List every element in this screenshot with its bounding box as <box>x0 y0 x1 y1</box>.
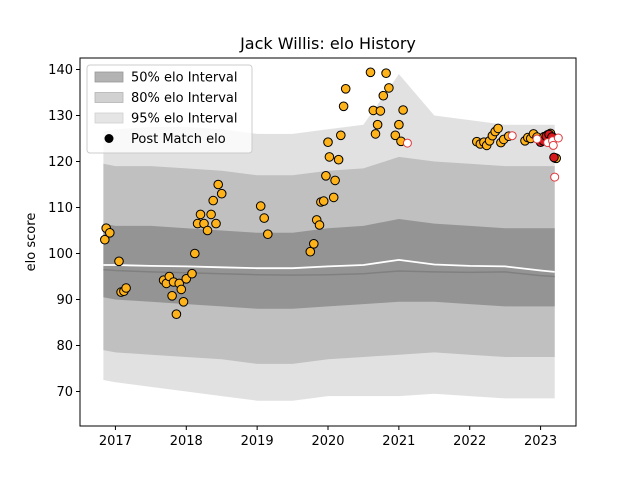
data-point <box>384 83 394 93</box>
data-point <box>336 130 346 141</box>
data-point <box>365 67 376 78</box>
data-point <box>255 201 266 211</box>
data-point <box>202 225 213 236</box>
y-axis-label: elo score <box>24 213 39 272</box>
y-tick-label: 130 <box>48 109 73 124</box>
data-point <box>105 228 115 238</box>
data-point <box>398 105 408 115</box>
legend-swatch <box>94 112 124 124</box>
data-point-recent <box>549 152 559 163</box>
data-point <box>178 297 189 307</box>
data-point <box>171 309 182 320</box>
x-tick-label: 2022 <box>453 434 486 449</box>
median-line <box>103 268 555 278</box>
data-point <box>338 101 349 112</box>
data-point <box>370 129 381 139</box>
data-point-unplayed <box>553 133 563 143</box>
legend-label: 80% elo Interval <box>131 91 238 106</box>
data-point <box>330 175 340 186</box>
legend-swatch <box>94 92 124 103</box>
data-point <box>114 256 124 267</box>
data-point <box>100 234 110 245</box>
data-point <box>333 154 344 165</box>
legend: 50% elo Interval 80% elo Interval 95% elo … <box>86 64 253 154</box>
data-point <box>216 188 227 199</box>
data-point <box>121 283 131 293</box>
data-point-unplayed <box>548 140 558 150</box>
data-point-unplayed <box>402 138 412 148</box>
data-point <box>314 220 325 230</box>
data-point <box>305 246 316 257</box>
data-point-unplayed <box>507 131 517 141</box>
data-point <box>213 179 223 190</box>
chart-title: Jack Willis: elo History <box>239 34 416 53</box>
x-tick-label: 2023 <box>524 434 557 449</box>
data-point <box>328 192 339 203</box>
legend-label: Post Match elo <box>131 132 226 147</box>
data-point <box>321 171 331 181</box>
data-point <box>167 291 177 301</box>
y-tick-label: 70 <box>56 385 73 400</box>
data-point <box>208 195 218 206</box>
y-tick-label: 100 <box>48 247 73 262</box>
data-point <box>372 119 383 130</box>
x-axis: 2017 2018 2019 2020 2021 2022 2023 <box>99 426 557 449</box>
x-tick-label: 2019 <box>241 434 274 449</box>
legend-swatch <box>94 71 124 83</box>
mean-line <box>103 258 555 273</box>
x-tick-label: 2018 <box>170 434 203 449</box>
data-point <box>211 218 221 229</box>
data-point <box>340 84 351 94</box>
y-tick-label: 110 <box>48 201 73 216</box>
data-point <box>324 152 335 162</box>
data-point-unplayed <box>532 134 542 144</box>
y-axis: 70 80 90 100 110 120 130 140 <box>48 63 80 400</box>
data-point <box>390 130 401 141</box>
data-point <box>263 229 273 239</box>
x-tick-label: 2021 <box>382 434 415 449</box>
data-point <box>259 213 270 223</box>
data-point <box>206 209 216 220</box>
legend-label: 95% elo Interval <box>131 112 238 127</box>
data-point <box>176 284 187 295</box>
data-point <box>309 239 319 249</box>
y-tick-label: 140 <box>48 63 73 78</box>
data-point <box>187 268 197 279</box>
band-50 <box>103 219 555 309</box>
x-tick-label: 2020 <box>311 434 344 449</box>
data-point <box>195 209 206 220</box>
data-point-unplayed <box>550 172 560 182</box>
data-point <box>318 196 329 206</box>
legend-box <box>86 64 253 154</box>
data-point <box>493 123 503 134</box>
data-point <box>378 90 389 101</box>
data-point <box>394 119 404 130</box>
data-point <box>323 137 333 147</box>
y-tick-label: 80 <box>56 339 73 354</box>
legend-label: 50% elo Interval <box>131 71 238 86</box>
data-point <box>190 248 200 259</box>
y-tick-label: 120 <box>48 155 73 170</box>
legend-marker <box>104 134 114 143</box>
y-tick-label: 90 <box>56 293 73 308</box>
data-point <box>375 106 386 116</box>
x-tick-label: 2017 <box>99 434 132 449</box>
data-point <box>381 68 391 78</box>
